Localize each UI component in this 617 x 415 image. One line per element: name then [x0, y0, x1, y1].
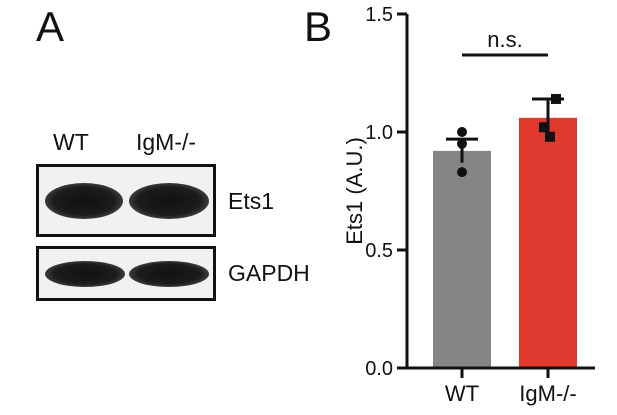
ets1-band-igm — [129, 183, 209, 219]
lane-label-igm: IgM-/- — [136, 129, 197, 155]
point-igm-0 — [551, 93, 561, 104]
panel-a-letter: A — [36, 3, 65, 50]
ets1-label: Ets1 — [228, 188, 275, 214]
y-tick-label-1: 0.5 — [365, 240, 393, 262]
point-igm-1 — [539, 122, 549, 133]
gapdh-band-igm — [129, 261, 209, 287]
gapdh-blot — [36, 246, 216, 301]
bar-1 — [519, 117, 577, 368]
point-wt-1 — [457, 138, 467, 149]
ets1-blot — [36, 164, 216, 237]
point-igm-2 — [545, 131, 555, 142]
panel-b-letter: B — [304, 3, 333, 50]
bar-0 — [433, 150, 491, 368]
y-axis-label: Ets1 (A.U.) — [342, 137, 367, 245]
y-tick-label-0: 0.0 — [365, 358, 393, 380]
ets1-band-wt — [45, 183, 123, 219]
significance-label: n.s. — [487, 27, 522, 52]
gapdh-label: GAPDH — [228, 260, 310, 286]
x-tick-label-1: IgM-/- — [519, 381, 576, 406]
y-tick-label-2: 1.0 — [365, 122, 393, 144]
point-wt-0 — [457, 127, 467, 137]
x-tick-label-0: WT — [445, 381, 479, 406]
gapdh-band-wt — [45, 261, 125, 287]
point-wt-2 — [457, 167, 467, 178]
y-tick-label-3: 1.5 — [365, 4, 393, 26]
lane-label-wt: WT — [53, 129, 89, 155]
